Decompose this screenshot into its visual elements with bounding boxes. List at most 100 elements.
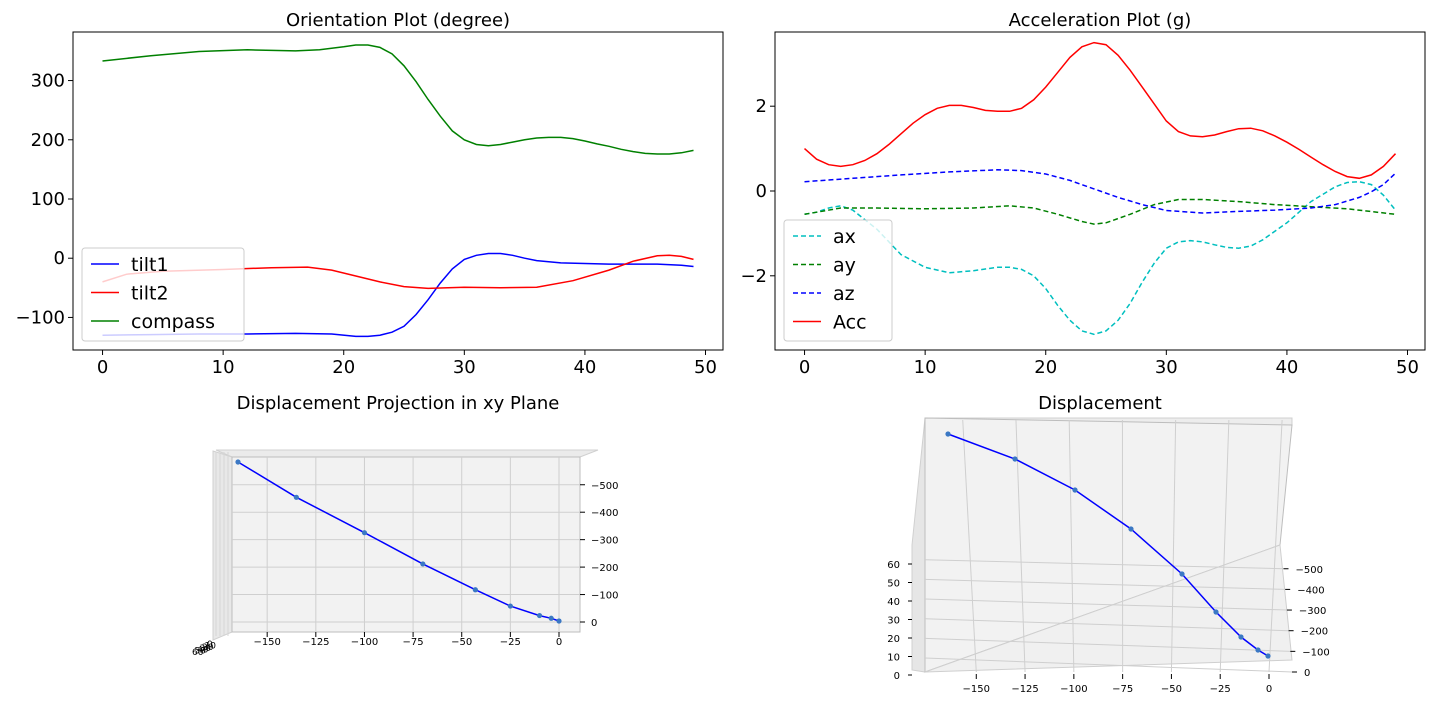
z-tick-label: 20 [887, 634, 900, 645]
displacement-point [361, 530, 368, 536]
y-tick-label: 200 [31, 130, 65, 151]
acceleration-legend: ax ay az Acc [783, 219, 893, 342]
grid-line-x [962, 419, 977, 673]
acceleration-chart: Acceleration Plot (g) 0 10 20 30 40 50 −2 0 2 ax… [740, 10, 1426, 378]
x-tick-label: 10 [914, 357, 937, 378]
grid-line-x [1068, 419, 1075, 673]
displacement-3d-point [1213, 609, 1219, 615]
y-tick-label: 0 [591, 618, 597, 629]
series-line-az [804, 169, 1397, 214]
z-tick-label: 10 [205, 642, 217, 652]
y-tick-label: −400 [1297, 585, 1324, 596]
x-tick-label: −150 [253, 637, 280, 648]
y-tick-label: 100 [31, 189, 65, 210]
y-tick-label: −2 [740, 266, 767, 287]
z-tick-label: 10 [887, 653, 900, 664]
grid-line-y [924, 637, 1291, 652]
legend-label-tilt2: tilt2 [131, 283, 169, 305]
legend-label-az: az [833, 283, 855, 305]
y-tick-label: −100 [16, 307, 65, 328]
displacement-side-pane [911, 417, 926, 673]
series-line-compass [102, 44, 694, 155]
y-tick-label: 0 [1304, 668, 1310, 679]
displacement-3d-point [1128, 526, 1134, 532]
orientation-plot-area [72, 31, 724, 351]
x-tick-label: −150 [963, 684, 990, 695]
x-tick-label: 40 [1275, 357, 1298, 378]
series-line-tilt1 [102, 252, 694, 338]
grid-line-x [1170, 419, 1177, 673]
y-tick-label: −500 [591, 481, 618, 492]
series-line-ay [804, 198, 1396, 225]
z-tick-label: 0 [207, 640, 213, 650]
y-tick-label: −500 [1296, 565, 1323, 576]
displacement-point [472, 587, 478, 593]
displacement-point [556, 618, 562, 624]
legend-label-tilt1: tilt1 [131, 254, 169, 276]
displacement-projection-title: Displacement Projection in xy Plane [237, 393, 560, 414]
grid-line-y [924, 618, 1289, 632]
x-tick-label: 50 [1396, 357, 1419, 378]
orientation-chart-title: Orientation Plot (degree) [286, 10, 510, 31]
x-tick-label: −100 [351, 637, 378, 648]
y-tick-label: −300 [1299, 606, 1326, 617]
x-tick-label: 20 [332, 357, 355, 378]
grid-line-y [924, 598, 1287, 611]
x-tick-label: 0 [97, 357, 108, 378]
displacement-3d-point [1265, 653, 1271, 659]
x-tick-label: −50 [1161, 684, 1182, 695]
grid-line-y [924, 559, 1284, 570]
y-tick-label: −100 [591, 591, 618, 602]
projection-floor-pane [231, 456, 581, 633]
z-tick-label: 0 [894, 671, 900, 682]
displacement-point [420, 561, 426, 567]
displacement-3d-chart: Displacement −150 −125 −100 −75 −50 −25 0 0 −100… [887, 393, 1330, 695]
y-tick-label: −100 [1302, 647, 1329, 658]
orientation-legend: tilt1 tilt2 compass [81, 247, 245, 342]
acceleration-legend-box [783, 219, 893, 342]
legend-label-compass: compass [131, 311, 215, 333]
x-tick-label: −25 [1210, 684, 1231, 695]
displacement-3d-point [1072, 487, 1078, 493]
x-tick-label: −125 [1011, 684, 1038, 695]
displacement-point [536, 612, 543, 619]
displacement-3d-point [1255, 647, 1261, 653]
z-tick-label: 50 [887, 579, 900, 590]
displacement-3d-title: Displacement [1038, 393, 1162, 414]
x-tick-label: 40 [573, 357, 596, 378]
displacement-3d-point [1238, 634, 1244, 640]
x-tick-label: −25 [500, 637, 521, 648]
y-tick-label: −200 [1301, 627, 1328, 638]
projection-back-pane [215, 449, 599, 458]
displacement-3d-point [1012, 456, 1018, 462]
grid-line-y [924, 578, 1286, 590]
x-tick-label: 0 [1266, 684, 1272, 695]
z-tick-label: 20 [202, 643, 214, 653]
x-tick-label: −100 [1060, 684, 1087, 695]
y-tick-label: 0 [54, 248, 65, 269]
x-tick-label: 50 [694, 357, 717, 378]
legend-label-ay: ay [833, 255, 856, 277]
x-tick-label: −125 [302, 637, 329, 648]
x-tick-label: −75 [403, 637, 424, 648]
legend-label-Acc: Acc [833, 312, 867, 334]
displacement-projection-chart: Displacement Projection in xy Plane −150… [192, 393, 618, 658]
y-tick-label: 2 [756, 96, 767, 117]
grid-line-x [1015, 419, 1026, 673]
x-tick-label: −75 [1112, 684, 1133, 695]
x-tick-label: 0 [556, 637, 562, 648]
z-tick-label: 30 [200, 644, 212, 654]
x-tick-label: 20 [1034, 357, 1057, 378]
x-tick-label: 30 [453, 357, 476, 378]
displacement-front-pane [924, 544, 1293, 673]
x-tick-label: −50 [451, 637, 472, 648]
orientation-chart: Orientation Plot (degree) 0 10 20 30 40 50 −10… [16, 10, 724, 378]
legend-label-ax: ax [833, 226, 856, 248]
x-tick-label: 10 [212, 357, 235, 378]
z-tick-label: 30 [887, 616, 900, 627]
displacement-3d-point [945, 431, 951, 437]
displacement-point [548, 615, 554, 621]
displacement-point [293, 494, 299, 500]
